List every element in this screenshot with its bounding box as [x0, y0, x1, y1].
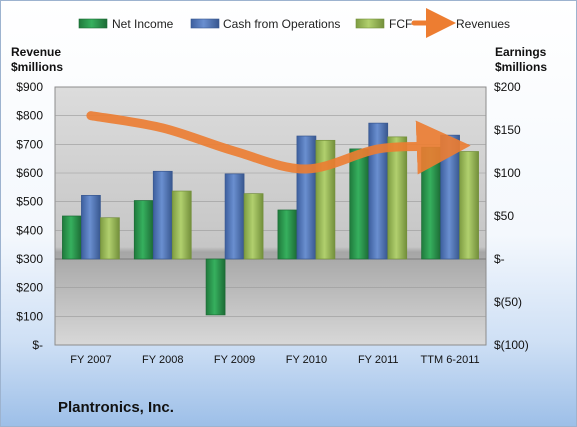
legend-label-revenues: Revenues [456, 17, 510, 31]
left-axis-title-line1: Revenue [11, 45, 61, 59]
right-tick-label: $150 [494, 123, 521, 137]
right-axis-ticks: $(100) $(50) $- $50 $100 $150 $200 [494, 80, 529, 352]
bar-fcf [100, 217, 120, 260]
bar-fcf [459, 151, 479, 260]
bar-fcf [243, 193, 264, 260]
left-tick-label: $600 [16, 166, 43, 180]
bar-fcf [171, 190, 192, 260]
right-tick-label: $200 [494, 80, 521, 94]
bar-cash-from-operations [152, 170, 173, 260]
legend: Net Income Cash from Operations FCF Reve… [78, 8, 510, 38]
legend-swatch-cash-from-operations [190, 18, 220, 29]
left-tick-label: $500 [16, 195, 43, 209]
bar-cash-from-operations [440, 134, 460, 260]
x-tick-label: FY 2011 [358, 354, 399, 366]
x-tick-label: TTM 6-2011 [421, 354, 480, 366]
right-axis-title-line2: $millions [495, 60, 547, 74]
company-name: Plantronics, Inc. [58, 399, 174, 416]
x-tick-label: FY 2007 [70, 354, 111, 366]
legend-label-cash-from-operations: Cash from Operations [223, 17, 340, 31]
plot-area [54, 86, 487, 346]
right-tick-label: $(50) [494, 295, 522, 309]
right-tick-label: $100 [494, 166, 521, 180]
right-axis-title-line1: Earnings [495, 45, 547, 59]
left-tick-label: $200 [16, 281, 43, 295]
x-tick-label: FY 2009 [214, 354, 255, 366]
bar-net-income [62, 215, 82, 260]
line-layer [86, 111, 471, 175]
bar-net-income [205, 258, 226, 316]
legend-label-fcf: FCF [389, 17, 412, 31]
right-tick-label: $50 [494, 209, 514, 223]
left-tick-label: $- [32, 338, 43, 352]
bar-cash-from-operations [224, 173, 245, 260]
left-tick-label: $700 [16, 137, 43, 151]
bar-net-income [421, 146, 441, 260]
legend-swatch-fcf [355, 18, 385, 29]
bar-net-income [349, 148, 370, 260]
left-axis-title-line2: $millions [11, 60, 63, 74]
legend-swatch-net-income [78, 18, 108, 29]
x-tick-label: FY 2008 [142, 354, 183, 366]
right-tick-label: $(100) [494, 338, 529, 352]
left-tick-label: $800 [16, 109, 43, 123]
bar-net-income [277, 209, 298, 260]
x-axis-ticks: FY 2007 FY 2008 FY 2009 FY 2010 FY 2011 TTM 6… [70, 354, 479, 366]
left-axis-ticks: $- $100 $200 $300 $400 $500 $600 $700 $800 $900 [16, 80, 43, 352]
bar-net-income [133, 200, 154, 260]
right-tick-label: $- [494, 252, 505, 266]
left-tick-label: $900 [16, 80, 43, 94]
bar-cash-from-operations [81, 195, 101, 260]
bar-fcf [387, 136, 408, 260]
x-tick-label: FY 2010 [286, 354, 327, 366]
left-tick-label: $400 [16, 223, 43, 237]
revenues-line [86, 111, 471, 175]
left-tick-label: $300 [16, 252, 43, 266]
left-tick-label: $100 [16, 309, 43, 323]
bar-fcf [315, 139, 336, 260]
bar-cash-from-operations [296, 135, 317, 260]
legend-label-net-income: Net Income [112, 17, 174, 31]
